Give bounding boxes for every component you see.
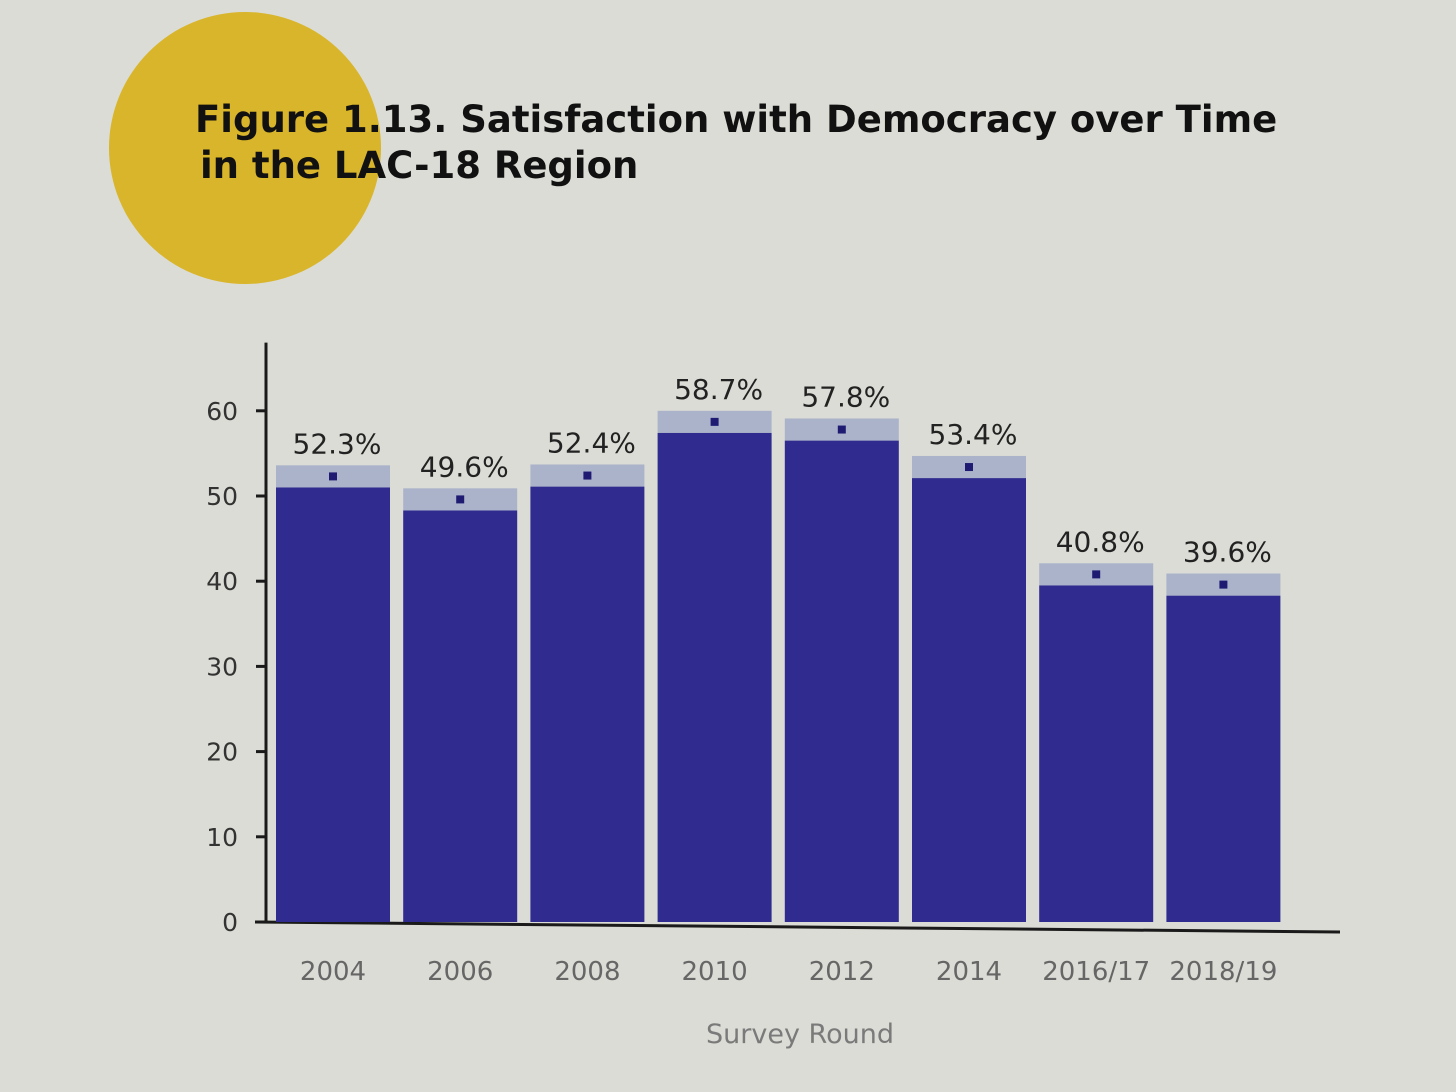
y-tick-label: 10 [206, 823, 238, 852]
data-label: 40.8% [1056, 525, 1145, 558]
mean-marker [837, 425, 846, 434]
x-tick-label: 2018/19 [1169, 957, 1277, 987]
data-label: 57.8% [801, 380, 890, 413]
mean-marker [329, 472, 337, 481]
x-axis-line [254, 920, 1341, 934]
x-tick-label: 2016/17 [1042, 957, 1150, 987]
mean-marker [1219, 580, 1228, 589]
x-tick-label: 2012 [809, 957, 875, 987]
y-tick-label: 0 [222, 908, 238, 937]
data-label: 49.6% [420, 450, 509, 483]
mean-marker [583, 471, 592, 480]
y-tick-label: 60 [206, 397, 238, 426]
y-tick-label: 30 [206, 652, 238, 681]
bar [657, 432, 772, 922]
bar [784, 440, 899, 922]
x-tick-label: 2014 [936, 957, 1002, 987]
y-tick-label: 20 [206, 738, 238, 767]
figure-title-line-2: in the LAC-18 Region [200, 144, 638, 187]
bar [1039, 585, 1154, 922]
data-label: 39.6% [1183, 536, 1272, 569]
y-tick-label: 40 [206, 567, 238, 596]
mean-marker [965, 463, 973, 472]
x-tick-label: 2006 [427, 957, 493, 987]
mean-marker [710, 417, 719, 426]
accent-circle [109, 12, 381, 284]
plot-area: 0 10 20 30 40 50 60 52.3% 2004 49.6% 2006 52.4% 2008… [206, 342, 1341, 1050]
figure-title-line-1: Figure 1.13. Satisfaction with Democracy… [195, 98, 1277, 141]
data-label: 58.7% [674, 373, 763, 406]
x-axis-title: Survey Round [706, 1019, 894, 1050]
bar [276, 487, 390, 922]
bar [530, 486, 645, 922]
mean-marker [1092, 570, 1101, 579]
data-label: 53.4% [929, 418, 1018, 451]
bar [912, 478, 1026, 922]
data-label: 52.3% [293, 427, 382, 460]
bar [1166, 595, 1281, 922]
y-tick-label: 50 [206, 482, 238, 511]
x-tick-label: 2004 [300, 957, 366, 987]
x-tick-label: 2010 [682, 957, 748, 987]
mean-marker [456, 495, 465, 504]
data-label: 52.4% [547, 426, 636, 459]
x-tick-label: 2008 [554, 957, 620, 987]
bar [403, 510, 518, 922]
